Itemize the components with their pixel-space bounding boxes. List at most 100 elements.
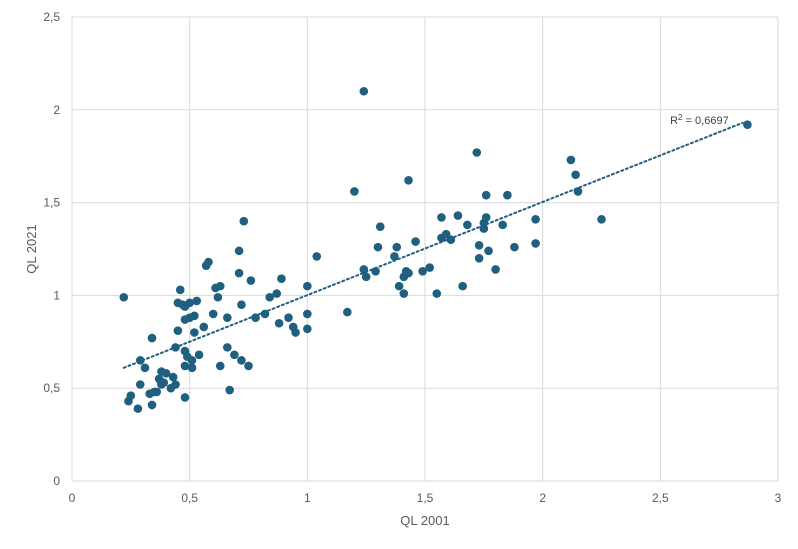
y-tick-label: 2,5 (43, 10, 60, 24)
data-point (404, 176, 413, 185)
data-point (152, 387, 162, 397)
data-point (510, 242, 519, 252)
data-point (234, 268, 244, 278)
data-point (171, 380, 180, 389)
data-point (213, 292, 223, 302)
data-point (303, 309, 312, 319)
data-point (239, 216, 249, 226)
tick-labels: 0 0,5 1 1,5 2 2,5 3 0 0,5 1 1,5 2 2,5 (43, 10, 781, 505)
data-point (140, 363, 150, 373)
data-point (343, 307, 352, 317)
data-point (284, 313, 293, 322)
data-point (350, 187, 359, 196)
r-squared-label: R2 = 0,6697 (670, 112, 729, 127)
data-point (359, 265, 369, 274)
data-point (274, 318, 284, 328)
data-point (180, 361, 190, 371)
data-point (394, 281, 404, 291)
data-point (168, 372, 178, 382)
data-point (399, 289, 409, 298)
data-point (272, 289, 282, 298)
data-point (223, 343, 232, 352)
data-point (474, 240, 484, 250)
data-point (446, 235, 456, 245)
data-point (371, 266, 380, 276)
data-point (411, 237, 420, 246)
data-point (481, 213, 491, 222)
data-point (135, 380, 145, 389)
y-tick-label: 0 (53, 474, 60, 488)
data-point (458, 281, 467, 291)
data-points (119, 86, 752, 413)
data-point (190, 328, 199, 337)
y-axis-title: QL 2021 (24, 224, 39, 273)
x-tick-label: 0 (69, 491, 76, 505)
data-point (303, 324, 312, 334)
data-point (119, 292, 129, 302)
data-point (303, 281, 312, 291)
data-point (463, 220, 472, 230)
data-point (194, 350, 204, 360)
data-point (277, 274, 286, 283)
data-point (175, 285, 185, 295)
data-point (161, 369, 171, 378)
data-point (472, 148, 482, 157)
data-point (171, 343, 180, 352)
data-point (173, 326, 183, 335)
data-point (265, 292, 274, 302)
data-point (437, 213, 446, 222)
data-point (375, 222, 385, 232)
data-point (390, 252, 399, 261)
data-point (743, 120, 752, 129)
data-point (190, 311, 199, 321)
x-tick-label: 3 (775, 491, 782, 505)
data-point (215, 361, 225, 371)
data-point (566, 155, 576, 165)
data-point (187, 356, 197, 365)
data-point (404, 268, 413, 278)
data-point (208, 309, 218, 319)
data-point (251, 313, 260, 322)
data-point (573, 187, 583, 196)
data-point (481, 190, 491, 200)
x-axis-title: QL 2001 (400, 513, 449, 528)
data-point (147, 400, 157, 410)
data-point (531, 239, 540, 248)
data-point (503, 190, 512, 200)
data-point (260, 309, 270, 319)
data-point (392, 242, 402, 252)
y-tick-label: 1 (53, 288, 60, 302)
x-tick-label: 1 (304, 491, 311, 505)
data-point (180, 393, 190, 402)
x-tick-label: 2,5 (652, 491, 669, 505)
data-point (531, 215, 540, 224)
data-point (126, 391, 136, 400)
data-point (474, 253, 484, 263)
data-point (204, 257, 213, 267)
data-point (159, 378, 169, 387)
data-point (373, 242, 383, 252)
data-point (291, 328, 300, 337)
data-point (185, 298, 194, 308)
data-point (432, 289, 442, 298)
data-point (246, 276, 256, 285)
y-tick-label: 1,5 (43, 196, 60, 210)
y-tick-label: 0,5 (43, 381, 60, 395)
data-point (215, 281, 225, 291)
x-tick-label: 0,5 (181, 491, 198, 505)
data-point (230, 350, 239, 360)
x-tick-label: 1,5 (417, 491, 434, 505)
y-tick-label: 2 (53, 103, 60, 117)
data-point (498, 220, 507, 230)
gridlines (71, 16, 779, 482)
data-point (133, 404, 143, 413)
data-point (199, 322, 209, 332)
data-point (491, 265, 500, 274)
data-point (425, 263, 435, 272)
data-point (223, 313, 232, 322)
data-point (418, 266, 427, 276)
data-point (234, 246, 244, 256)
data-point (484, 246, 493, 256)
data-point (147, 333, 157, 343)
